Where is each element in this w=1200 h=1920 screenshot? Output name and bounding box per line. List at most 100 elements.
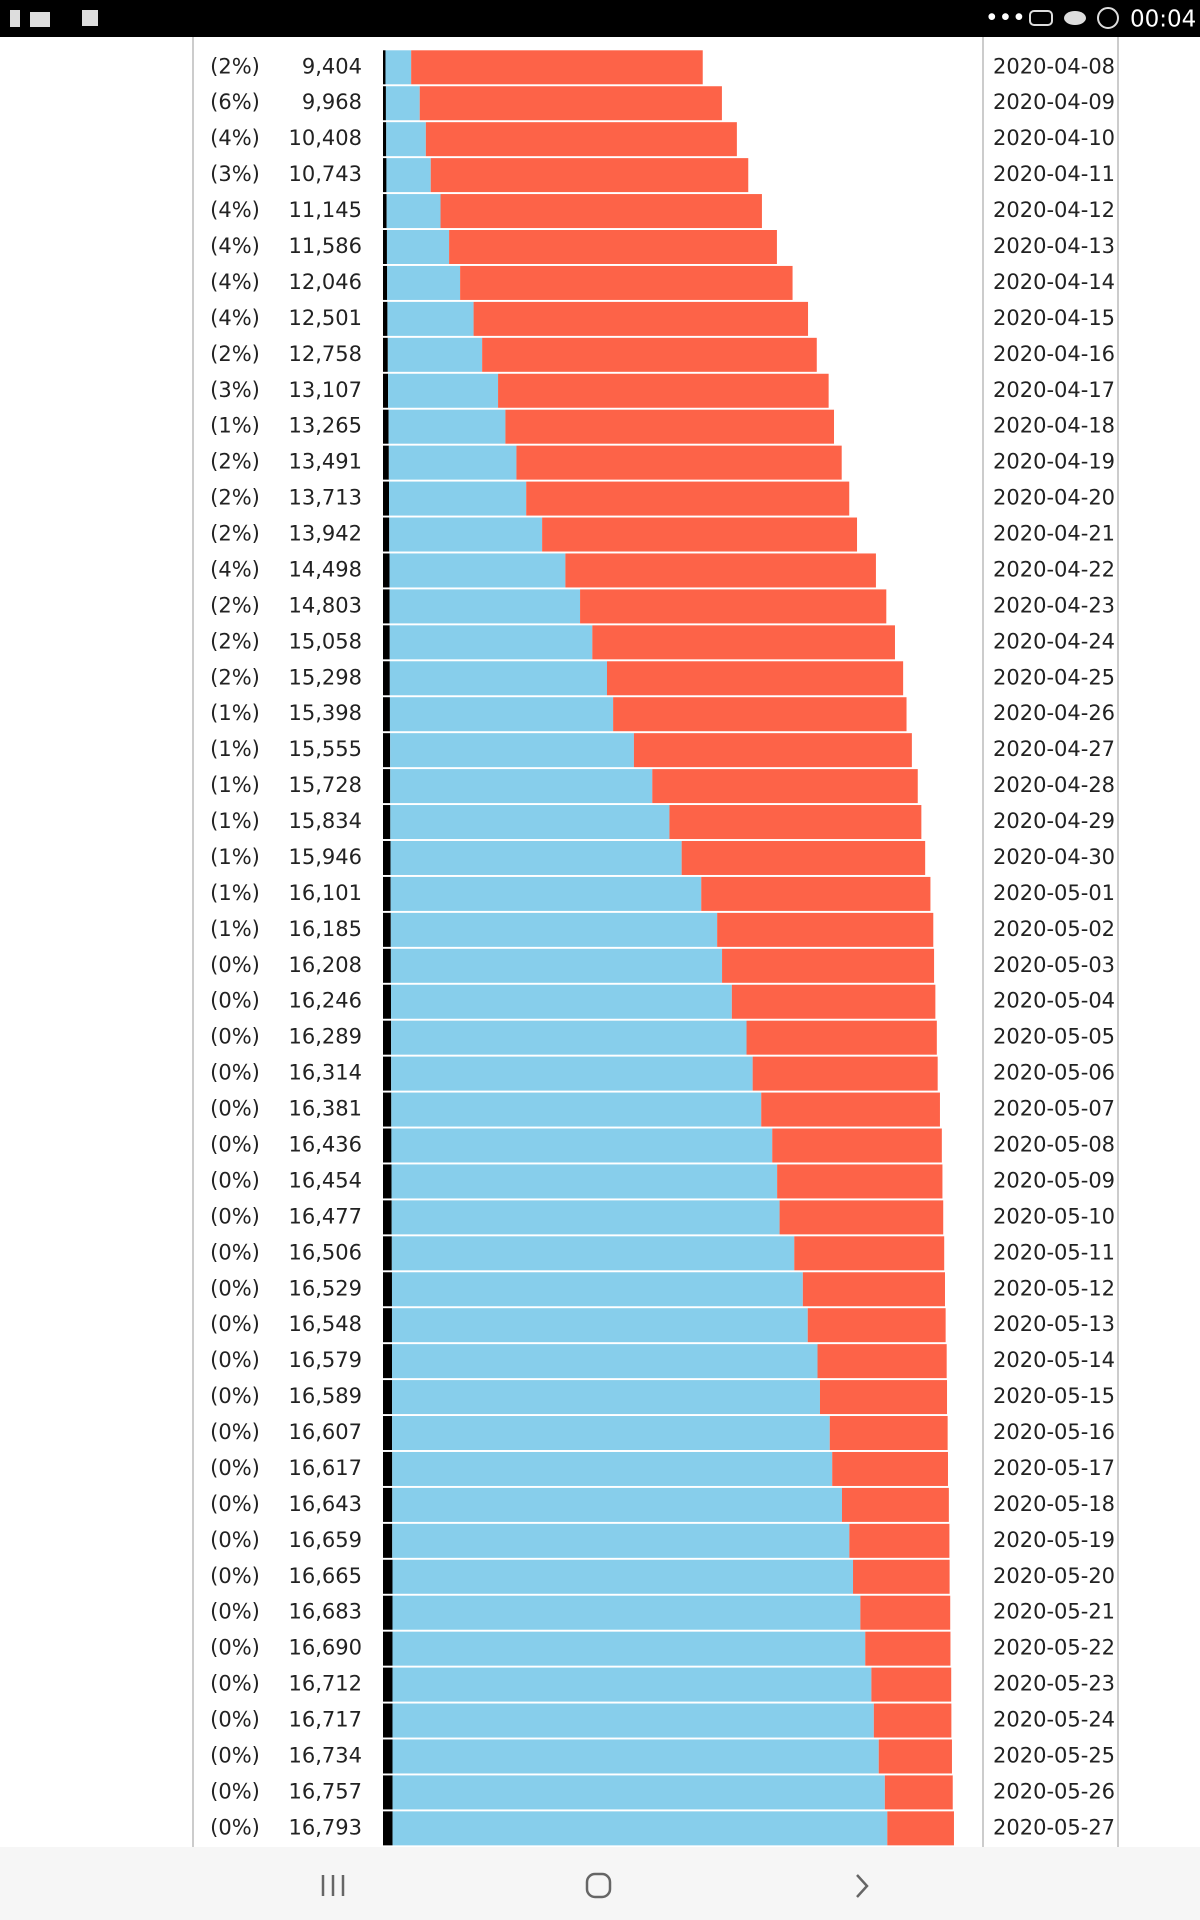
bar-segment	[383, 265, 388, 300]
date-label: 2020-04-24	[993, 629, 1115, 653]
bar-segment	[389, 661, 607, 696]
growth-label: (0%)	[210, 1384, 260, 1408]
bar-segment	[752, 1056, 938, 1091]
growth-label: (1%)	[210, 773, 260, 797]
bar-segment	[391, 1092, 762, 1127]
total-label: 12,758	[289, 342, 362, 366]
bar-segment	[829, 1416, 948, 1451]
home-button[interactable]	[585, 1872, 612, 1899]
date-label: 2020-05-04	[993, 989, 1115, 1013]
growth-label: (0%)	[210, 953, 260, 977]
bar-segment	[389, 625, 593, 660]
bar-segment	[385, 50, 412, 85]
total-label: 10,408	[289, 126, 362, 150]
growth-label: (3%)	[210, 378, 260, 402]
bar-segment	[425, 122, 737, 157]
growth-label: (0%)	[210, 1420, 260, 1444]
total-label: 16,579	[289, 1348, 362, 1372]
bar-segment	[542, 517, 858, 552]
bar-segment	[383, 697, 390, 732]
bar-segment	[383, 984, 391, 1019]
bar-segment	[386, 230, 450, 264]
total-label: 16,690	[289, 1636, 362, 1660]
bar-segment	[746, 1020, 937, 1055]
bar-segment	[383, 1056, 392, 1091]
bar-segment	[853, 1559, 950, 1594]
bar-segment	[391, 1020, 747, 1055]
bar-segment	[884, 1775, 953, 1810]
bar-segment	[390, 876, 702, 911]
bar-segment	[505, 409, 835, 444]
growth-label: (0%)	[210, 1743, 260, 1767]
bar-segment	[386, 194, 441, 229]
date-label: 2020-05-08	[993, 1133, 1115, 1157]
total-label: 16,208	[289, 953, 362, 977]
bar-segment	[761, 1092, 940, 1127]
total-label: 16,246	[289, 989, 362, 1013]
growth-label: (0%)	[210, 1564, 260, 1588]
bar-segment	[817, 1344, 947, 1379]
total-label: 15,058	[289, 629, 362, 653]
mute-icon	[82, 10, 98, 26]
date-label: 2020-05-20	[993, 1564, 1115, 1588]
bar-segment	[392, 1487, 842, 1522]
bar-segment	[383, 1128, 392, 1163]
date-label: 2020-04-18	[993, 414, 1115, 438]
bar-segment	[390, 733, 634, 768]
status-bar: ••• 00:04	[0, 0, 1200, 37]
bar-segment	[383, 194, 387, 229]
bar-segment	[383, 805, 391, 840]
bar-segment	[383, 50, 386, 85]
bar-segment	[383, 1703, 393, 1738]
total-label: 15,555	[289, 737, 362, 761]
bar-segment	[383, 769, 391, 804]
date-label: 2020-05-07	[993, 1097, 1115, 1121]
bar-segment	[473, 301, 809, 336]
date-label: 2020-04-08	[993, 54, 1115, 78]
bar-segment	[383, 661, 390, 696]
bar-segment	[383, 1739, 393, 1774]
date-label: 2020-05-02	[993, 917, 1115, 941]
signal-icon	[30, 12, 50, 27]
date-label: 2020-05-18	[993, 1492, 1115, 1516]
total-label: 16,589	[289, 1384, 362, 1408]
bar-segment	[383, 1092, 392, 1127]
growth-label: (0%)	[210, 1061, 260, 1085]
bar-segment	[392, 1739, 879, 1774]
bar-segment	[392, 1523, 850, 1558]
growth-label: (1%)	[210, 917, 260, 941]
total-label: 16,436	[289, 1133, 362, 1157]
growth-label: (0%)	[210, 1025, 260, 1049]
date-label: 2020-05-25	[993, 1743, 1115, 1767]
bar-segment	[772, 1128, 942, 1163]
bar-segment	[390, 805, 670, 840]
cloud-icon	[1064, 11, 1086, 25]
recents-button[interactable]	[321, 1875, 345, 1896]
bar-segment	[383, 1380, 393, 1415]
bar-segment	[383, 876, 391, 911]
date-label: 2020-04-27	[993, 737, 1115, 761]
bar-segment	[383, 948, 391, 983]
date-label: 2020-05-24	[993, 1708, 1115, 1732]
growth-label: (6%)	[210, 90, 260, 114]
bar-segment	[592, 625, 895, 660]
bar-segment	[383, 1272, 392, 1307]
date-label: 2020-05-19	[993, 1528, 1115, 1552]
bar-segment	[392, 1451, 833, 1486]
total-label: 11,145	[289, 198, 362, 222]
bar-segment	[391, 1308, 808, 1343]
date-label: 2020-05-10	[993, 1204, 1115, 1228]
total-label: 12,501	[289, 306, 362, 330]
date-label: 2020-05-11	[993, 1240, 1115, 1264]
date-label: 2020-05-05	[993, 1025, 1115, 1049]
date-label: 2020-05-13	[993, 1312, 1115, 1336]
bar-segment	[392, 1667, 872, 1702]
date-label: 2020-05-22	[993, 1636, 1115, 1660]
clock: 00:04	[1130, 7, 1196, 33]
bar-segment	[383, 445, 389, 480]
bar-segment	[878, 1739, 952, 1774]
back-button[interactable]	[856, 1874, 869, 1898]
bar-segment	[387, 301, 474, 336]
total-label: 16,683	[289, 1600, 362, 1624]
bar-segment	[390, 912, 718, 947]
